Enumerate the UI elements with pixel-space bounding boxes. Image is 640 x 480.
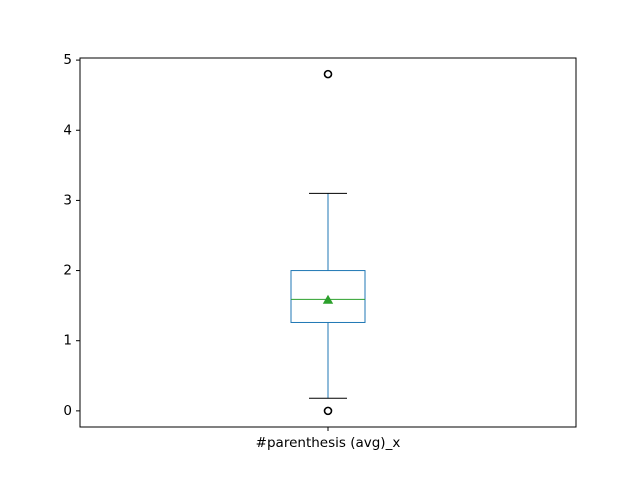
x-tick-label: #parenthesis (avg)_x bbox=[256, 435, 401, 451]
mean-marker bbox=[322, 294, 334, 304]
y-tick-label: 0 bbox=[63, 403, 72, 419]
y-axis: 0 1 2 3 4 5 bbox=[63, 52, 80, 419]
y-tick-label: 4 bbox=[63, 122, 72, 138]
iqr-box bbox=[290, 270, 366, 323]
y-tick-label: 3 bbox=[63, 192, 72, 208]
outlier-point bbox=[323, 69, 333, 79]
plot-area bbox=[290, 69, 366, 416]
x-axis: #parenthesis (avg)_x bbox=[256, 427, 401, 451]
y-tick-label: 2 bbox=[63, 263, 72, 279]
y-tick-label: 1 bbox=[63, 333, 72, 349]
y-tick-label: 5 bbox=[63, 52, 72, 68]
outlier-point bbox=[323, 406, 333, 416]
